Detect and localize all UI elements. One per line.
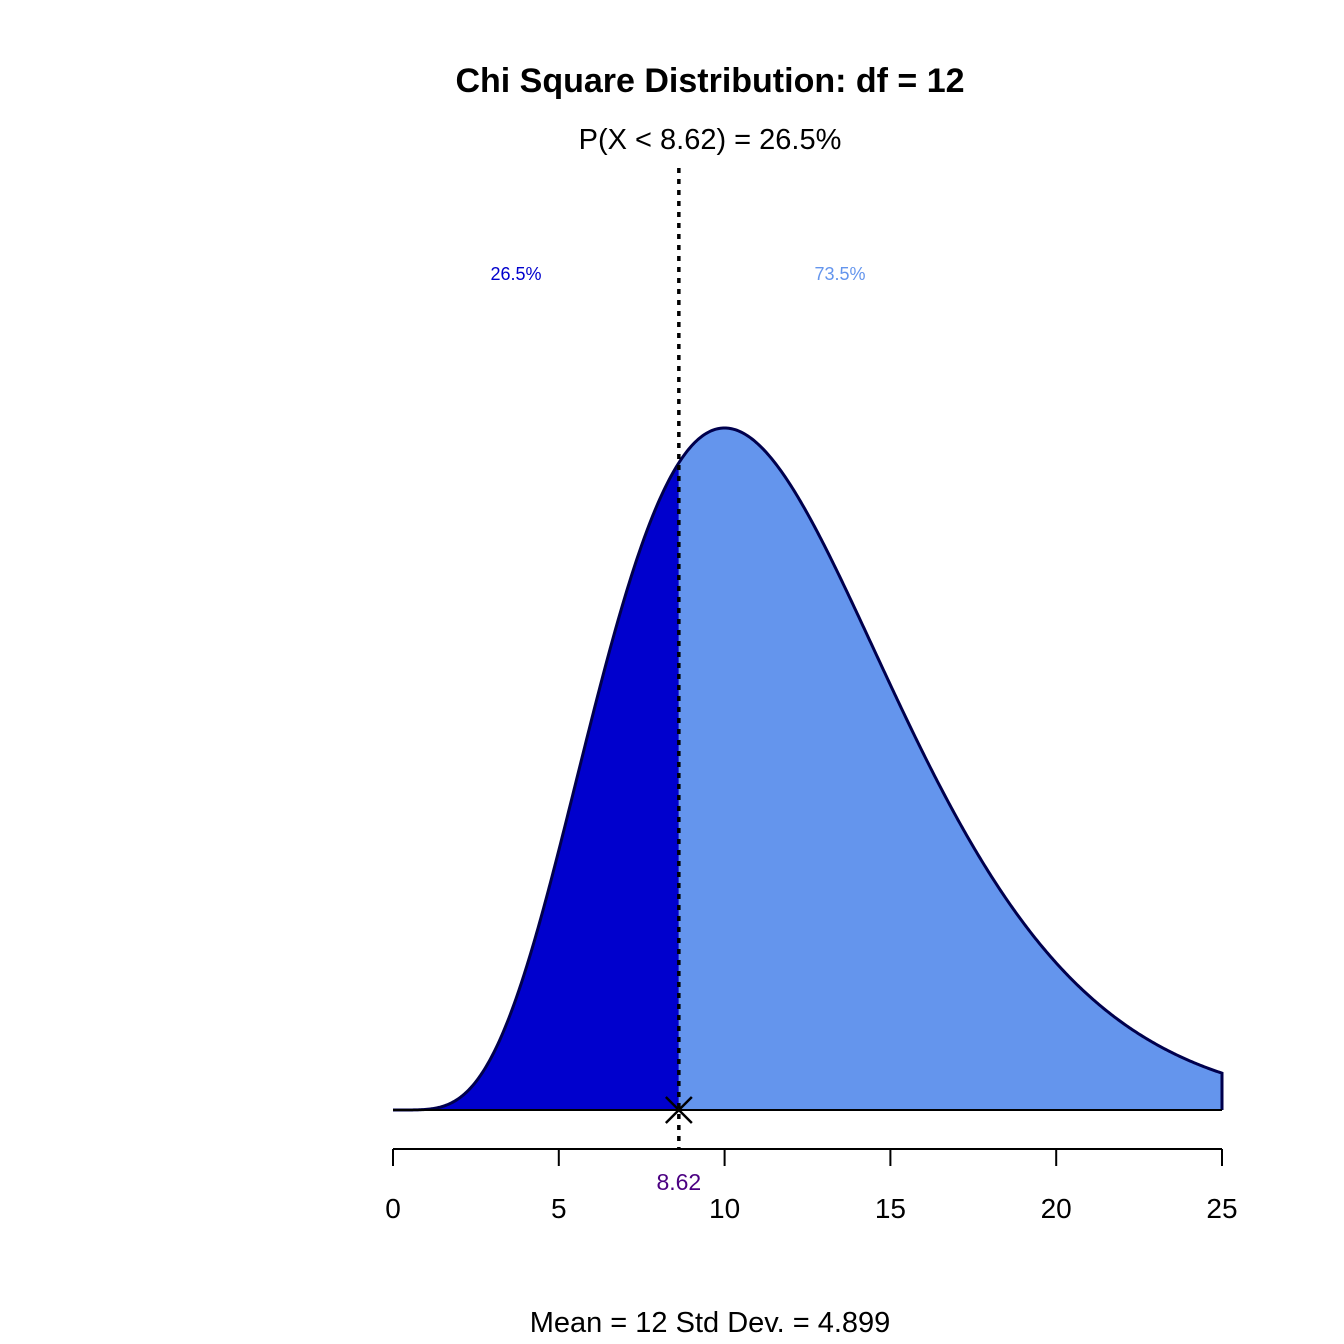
density-areas xyxy=(393,426,1224,1112)
x-tick-label: 0 xyxy=(385,1193,401,1224)
left-tail-area xyxy=(393,462,679,1110)
x-axis: 0 5 10 15 20 25 xyxy=(385,1148,1238,1224)
chart-title: Chi Square Distribution: df = 12 xyxy=(455,62,964,100)
x-tick-label: 10 xyxy=(709,1193,740,1224)
right-tail-area xyxy=(678,428,1222,1110)
cutoff-label: 8.62 xyxy=(656,1169,701,1195)
x-tick-label: 25 xyxy=(1206,1193,1237,1224)
x-tick-label: 20 xyxy=(1041,1193,1072,1224)
x-tick-label: 5 xyxy=(551,1193,567,1224)
footer-stats: Mean = 12 Std Dev. = 4.899 xyxy=(530,1307,891,1339)
cutoff-x-mark xyxy=(664,1096,693,1124)
right-area-label: 73.5% xyxy=(814,264,865,284)
left-area-label: 26.5% xyxy=(490,264,541,284)
x-tick-label: 15 xyxy=(875,1193,906,1224)
density-curve xyxy=(393,426,1224,1112)
cutoff-marker xyxy=(664,168,693,1150)
chart-subtitle: P(X < 8.62) = 26.5% xyxy=(579,124,842,156)
